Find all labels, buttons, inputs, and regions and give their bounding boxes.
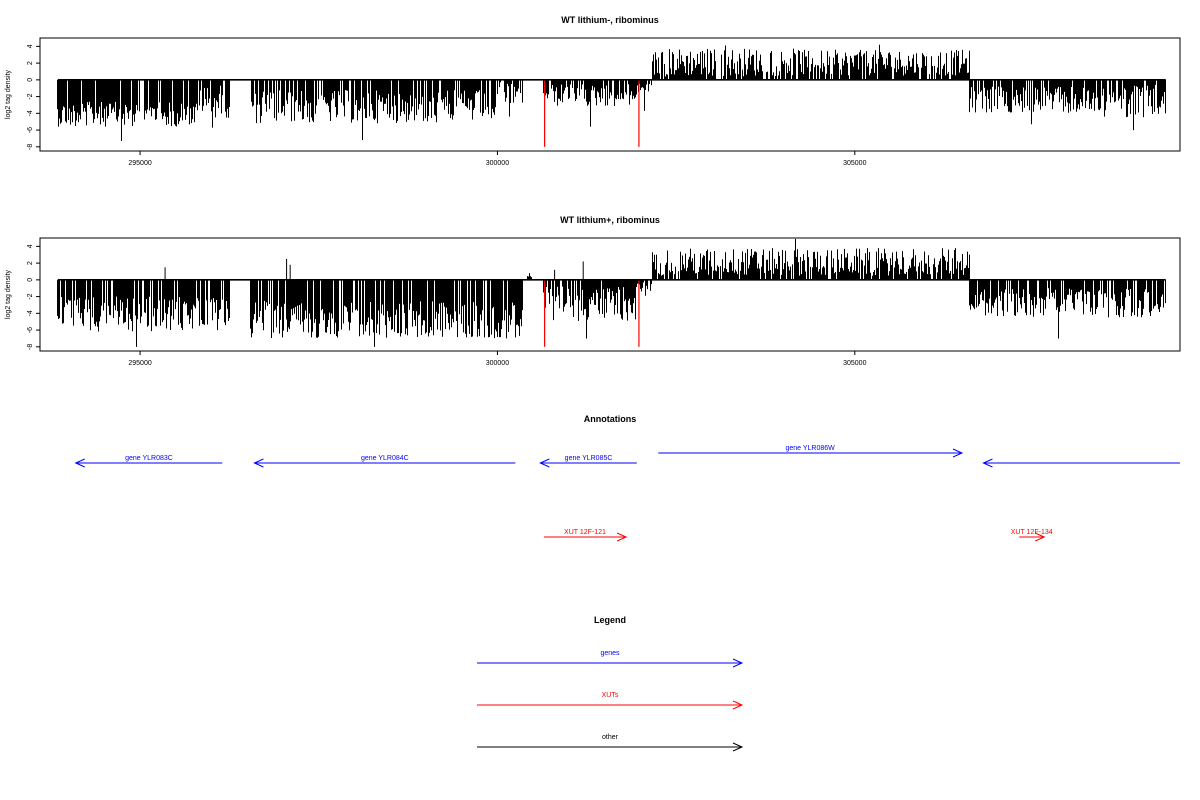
annotations-title: Annotations <box>584 414 637 424</box>
y-tick-label: -2 <box>27 293 34 299</box>
y-tick-label: -8 <box>27 344 34 350</box>
y-tick-label: 0 <box>27 278 34 282</box>
x-tick-label: 305000 <box>843 360 866 367</box>
legend-item-gene: genes <box>477 650 744 668</box>
density-panels: WT lithium-, ribominus log2 tag density 4 2… <box>5 15 1181 367</box>
y-tick-label: -8 <box>27 144 34 150</box>
density-panel-2: WT lithium+, ribominus log2 tag density 4 2… <box>5 215 1181 367</box>
y-axis-label: log2 tag density <box>5 269 12 319</box>
density-bars <box>57 238 1166 347</box>
x-tick-label: 295000 <box>128 160 151 167</box>
plot-frame <box>39 237 1181 352</box>
annotation-xut-7: XUT 12F-134 <box>1011 529 1053 542</box>
annotation-gene-3: gene YLR085C <box>539 455 637 468</box>
legend-title: Legend <box>594 615 626 625</box>
arrow-head <box>539 458 550 468</box>
annotation-label: gene YLR086W <box>785 445 835 452</box>
x-tick-label: 305000 <box>843 160 866 167</box>
density-bars <box>57 44 1166 141</box>
density-panel-1: WT lithium-, ribominus log2 tag density 4 2… <box>5 15 1181 167</box>
y-tick-label: 4 <box>27 244 34 248</box>
annotation-label: gene YLR083C <box>125 455 173 462</box>
x-tick-label: 295000 <box>128 360 151 367</box>
arrow-head <box>732 700 744 710</box>
y-tick-label: 2 <box>27 261 34 265</box>
x-tick-label: 300000 <box>486 160 509 167</box>
annotation-track: Annotations gene YLR083C gene YLR084C gene … <box>74 414 1180 542</box>
annotation-label: gene YLR085C <box>565 455 613 462</box>
legend-label: other <box>602 734 619 741</box>
y-tick-label: 2 <box>27 61 34 65</box>
annotation-label: XUT 12F-121 <box>564 529 606 536</box>
chart-title: WT lithium-, ribominus <box>561 15 659 25</box>
y-tick-label: -4 <box>27 310 34 316</box>
legend-item-other: other <box>477 734 744 752</box>
legend-item-xut: XUTs <box>477 692 744 710</box>
arrow-head <box>982 458 993 468</box>
arrow-head <box>732 742 744 752</box>
annotation-label: XUT 12F-134 <box>1011 529 1053 536</box>
y-tick-label: -6 <box>27 327 34 333</box>
annotation-gene-5 <box>982 458 1180 468</box>
legend-label: XUTs <box>602 692 619 699</box>
annotation-xut-6: XUT 12F-121 <box>543 529 628 542</box>
arrow-head <box>74 458 85 468</box>
y-axis-label: log2 tag density <box>5 69 12 119</box>
arrow-head <box>253 458 264 468</box>
arrow-head <box>732 658 744 668</box>
annotation-gene-4: gene YLR086W <box>658 445 964 458</box>
plot-frame <box>39 37 1181 152</box>
annotation-gene-2: gene YLR084C <box>253 455 516 468</box>
x-tick-label: 300000 <box>486 360 509 367</box>
y-tick-label: -6 <box>27 127 34 133</box>
annotation-label: gene YLR084C <box>361 455 409 462</box>
arrow-head <box>1034 532 1046 542</box>
arrow-head <box>952 448 964 458</box>
y-tick-label: -2 <box>27 93 34 99</box>
legend-label: genes <box>600 650 620 657</box>
chart-title: WT lithium+, ribominus <box>560 215 660 225</box>
legend: Legend genes XUTs other <box>477 615 744 752</box>
y-tick-label: 4 <box>27 44 34 48</box>
y-tick-label: -4 <box>27 110 34 116</box>
arrow-head <box>616 532 628 542</box>
y-tick-label: 0 <box>27 78 34 82</box>
annotation-gene-1: gene YLR083C <box>74 455 223 468</box>
